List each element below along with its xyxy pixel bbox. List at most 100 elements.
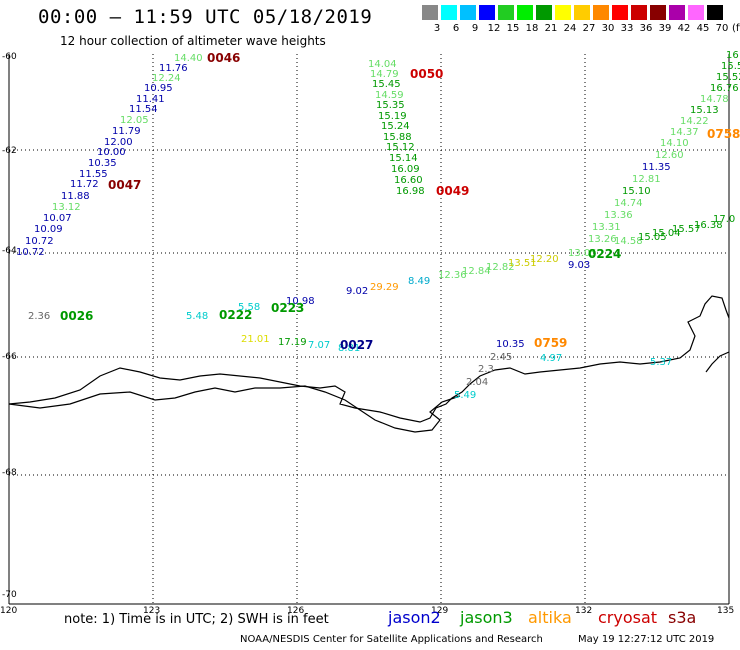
pass-time-tag: 0027 [340, 338, 374, 352]
color-scale-label: 9 [471, 23, 479, 34]
wave-height-reading: 10.98 [286, 296, 315, 307]
legend-item-s3a: s3a [668, 608, 697, 627]
wave-height-reading: 15.12 [386, 142, 415, 153]
wave-height-reading: 14.78 [700, 94, 729, 105]
color-scale-label: 70 [715, 23, 729, 34]
latitude-label: -66 [2, 352, 17, 362]
coastline [8, 295, 730, 433]
wave-height-reading: 14.40 [174, 53, 203, 64]
color-scale-label: 39 [658, 23, 672, 34]
color-scale-label: 24 [563, 23, 577, 34]
wave-height-reading: 15.24 [381, 121, 410, 132]
color-scale-label: 27 [582, 23, 596, 34]
wave-height-reading: 12.24 [152, 73, 181, 84]
wave-height-reading: 10.07 [43, 213, 72, 224]
wave-height-reading: 16.60 [394, 175, 423, 186]
wave-height-reading: 15.19 [378, 111, 407, 122]
wave-height-reading: 11.79 [112, 126, 141, 137]
legend-item-jason2: jason2 [388, 608, 441, 627]
wave-height-reading: 5.49 [454, 390, 477, 401]
latitude-label: -60 [2, 52, 17, 62]
color-swatch [593, 5, 609, 20]
color-swatch [498, 5, 514, 20]
pass-time-tag: 0026 [60, 309, 94, 323]
wave-height-reading: 13.12 [52, 202, 81, 213]
wave-height-reading: 12.84 [462, 266, 491, 277]
wave-height-reading: 13.51 [508, 258, 537, 269]
longitude-label: 132 [575, 606, 593, 616]
color-swatch [536, 5, 552, 20]
wave-height-reading: 15.5 [721, 61, 740, 72]
wave-height-reading: 10.35 [88, 158, 117, 169]
color-scale-label: 45 [696, 23, 710, 34]
color-scale-label: 21 [544, 23, 558, 34]
wave-height-reading: 10.72 [25, 236, 54, 247]
wave-height-reading: 15.10 [622, 186, 651, 197]
color-scale-label: 15 [506, 23, 520, 34]
wave-height-reading: 14.58 [614, 236, 643, 247]
wave-height-reading: 11.35 [642, 162, 671, 173]
color-scale-label: 12 [487, 23, 501, 34]
wave-height-reading: 16.09 [391, 164, 420, 175]
legend-item-altika: altika [528, 608, 572, 627]
pass-time-tag: 0222 [219, 308, 253, 322]
color-swatch [707, 5, 723, 20]
wave-height-reading: 2.36 [28, 311, 51, 322]
wave-height-reading: 12.82 [486, 262, 515, 273]
wave-height-reading: 11.72 [70, 179, 99, 190]
color-swatch [479, 5, 495, 20]
map-subtitle: 12 hour collection of altimeter wave hei… [60, 34, 326, 48]
wave-height-reading: 11.55 [79, 169, 108, 180]
wave-height-reading: 14.74 [614, 198, 643, 209]
color-swatch [460, 5, 476, 20]
wave-height-reading: 11.76 [159, 63, 188, 74]
wave-height-reading: 16.76 [710, 83, 739, 94]
wave-height-reading: 17.19 [278, 337, 307, 348]
color-scale-label: 3 [433, 23, 441, 34]
wave-height-reading: 10.09 [34, 224, 63, 235]
wave-height-reading: 10.95 [144, 83, 173, 94]
color-swatch [631, 5, 647, 20]
wave-height-reading: 8.49 [408, 276, 431, 287]
longitude-label: 135 [717, 606, 735, 616]
color-scale-label: 36 [639, 23, 653, 34]
wave-height-reading: 15.05 [638, 232, 667, 243]
latitude-label: -62 [2, 146, 17, 156]
wave-height-reading: 13.26 [588, 234, 617, 245]
longitude-label: 126 [287, 606, 305, 616]
color-scale-label: 6 [452, 23, 460, 34]
pass-time-tag: 0223 [271, 301, 305, 315]
wave-height-reading: 2.3 [478, 364, 494, 375]
wave-height-reading: 4.97 [540, 353, 563, 364]
wave-height-reading: 2.45 [490, 352, 513, 363]
footer-note: note: 1) Time is in UTC; 2) SWH is in fe… [64, 612, 329, 627]
color-scale-label: 42 [677, 23, 691, 34]
wave-height-reading: 21.01 [241, 334, 270, 345]
legend-item-cryosat: cryosat [598, 608, 658, 627]
wave-height-reading: 15.88 [383, 132, 412, 143]
pass-time-tag: 0050 [410, 67, 444, 81]
wave-height-reading: 14.22 [680, 116, 709, 127]
wave-height-reading: 13.36 [604, 210, 633, 221]
wave-height-reading: 9.03 [568, 260, 591, 271]
wave-height-reading: 10.00 [97, 147, 126, 158]
credit-text: NOAA/NESDIS Center for Satellite Applica… [240, 634, 543, 645]
wave-height-reading: 9.02 [346, 286, 369, 297]
wave-height-reading: 5.37 [650, 357, 673, 368]
wave-height-reading: 15.45 [372, 79, 401, 90]
pass-time-tag: 0047 [108, 178, 142, 192]
color-swatch [517, 5, 533, 20]
longitude-label: 129 [431, 606, 449, 616]
color-scale-label: 18 [525, 23, 539, 34]
color-swatch [669, 5, 685, 20]
wave-height-reading: 8.81 [338, 343, 361, 354]
wave-height-reading: 7.07 [308, 340, 331, 351]
color-swatch [574, 5, 590, 20]
pass-time-tag: 0759 [534, 336, 568, 350]
legend-item-jason3: jason3 [460, 608, 513, 627]
wave-height-reading: 13.31 [592, 222, 621, 233]
wave-height-reading: 12.05 [120, 115, 149, 126]
pass-time-tag: 0224 [588, 247, 622, 261]
wave-height-reading: 12.81 [632, 174, 661, 185]
